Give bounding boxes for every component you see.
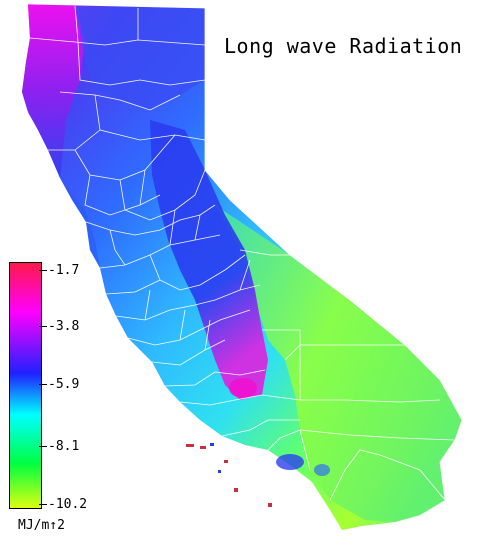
- colorbar-tick-label: -3.8: [48, 319, 80, 334]
- colorbar-tick: [39, 446, 47, 447]
- north-mountains-region: [75, 6, 205, 110]
- county-borders: [27, 3, 463, 501]
- colorbar-tick-label: -10.2: [48, 497, 88, 512]
- south-coast-spot-2: [314, 464, 330, 476]
- colorbar-tick-label: -8.1: [48, 439, 80, 454]
- south-coast-spot: [276, 454, 304, 470]
- sierra-peak-spot: [229, 378, 257, 398]
- north-coast-region: [22, 4, 85, 178]
- colorbar-tick: [39, 504, 47, 505]
- colorbar-tick: [39, 384, 47, 385]
- coastal-range-region: [60, 178, 100, 268]
- colorbar: [9, 262, 42, 509]
- colorbar-tick: [39, 326, 47, 327]
- desert-region: [215, 205, 462, 522]
- colorbar-tick: [39, 270, 47, 271]
- channel-islands: [186, 443, 272, 507]
- map-title: Long wave Radiation: [224, 34, 463, 58]
- colorbar-tick-label: -5.9: [48, 377, 80, 392]
- colorbar-tick-label: -1.7: [48, 263, 80, 278]
- colorbar-unit-label: MJ/m↑2: [18, 518, 65, 533]
- sierra-region: [150, 120, 268, 400]
